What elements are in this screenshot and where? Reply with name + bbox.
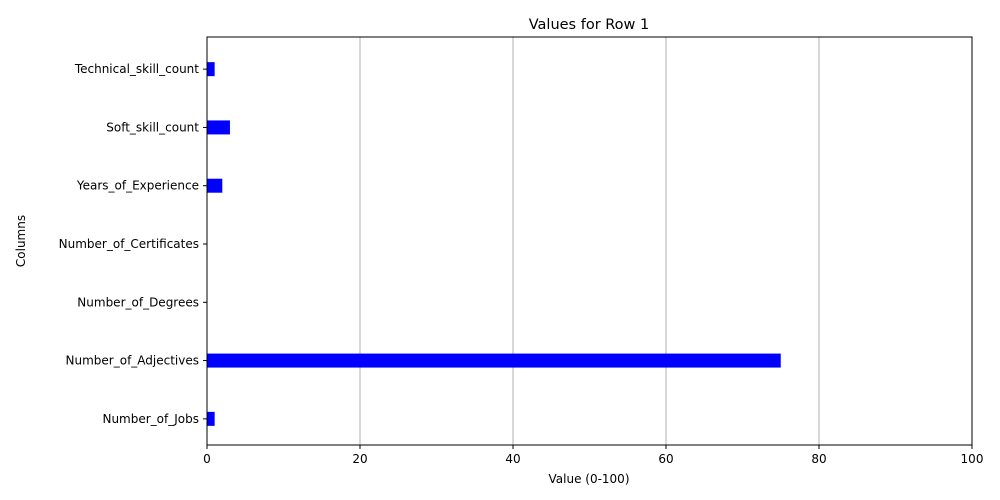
y-tick-label: Number_of_Jobs <box>102 412 199 426</box>
y-axis-title: Columns <box>14 215 28 267</box>
x-tick-label: 100 <box>961 452 984 466</box>
y-axis-ticks: Number_of_Jobs Number_of_Adjectives Number… <box>59 62 207 426</box>
y-tick-label: Number_of_Adjectives <box>66 354 199 368</box>
x-tick-label: 20 <box>352 452 367 466</box>
x-tick-label: 80 <box>811 452 826 466</box>
plot-area-frame <box>206 36 973 446</box>
y-tick-label: Years_of_Experience <box>76 179 199 193</box>
bars <box>207 62 781 426</box>
y-tick-label: Technical_skill_count <box>74 62 199 76</box>
bar <box>207 62 215 77</box>
chart-title: Values for Row 1 <box>529 17 650 33</box>
y-tick-label: Number_of_Degrees <box>77 295 199 309</box>
x-axis-ticks: 0 20 40 60 80 100 <box>203 445 983 466</box>
bar <box>207 411 215 426</box>
bar <box>207 120 230 135</box>
bar <box>207 178 223 193</box>
x-axis-title: Value (0-100) <box>549 472 630 486</box>
y-tick-label: Soft_skill_count <box>106 120 199 134</box>
x-tick-label: 40 <box>505 452 520 466</box>
bar <box>207 353 781 368</box>
x-tick-label: 60 <box>658 452 673 466</box>
y-tick-label: Number_of_Certificates <box>59 237 199 251</box>
x-tick-label: 0 <box>203 452 211 466</box>
gridlines <box>359 37 820 445</box>
